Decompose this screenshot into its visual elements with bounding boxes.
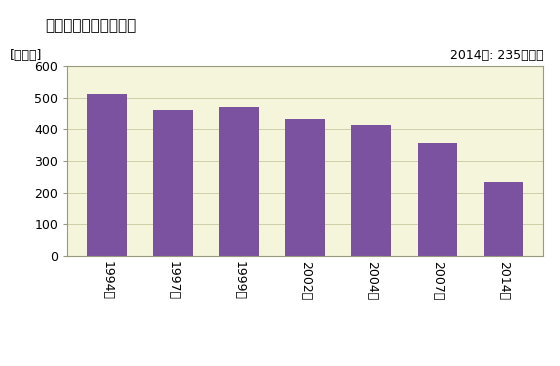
- Bar: [352, 125, 391, 256]
- Text: [事業所]: [事業所]: [10, 49, 43, 62]
- Bar: [418, 143, 458, 256]
- Bar: [220, 107, 259, 256]
- Bar: [484, 182, 524, 256]
- Text: 2014年: 235事業所: 2014年: 235事業所: [450, 49, 543, 62]
- Bar: [153, 110, 193, 256]
- Bar: [286, 119, 325, 256]
- Text: 商業の事業所数の推移: 商業の事業所数の推移: [45, 18, 136, 33]
- Bar: [87, 94, 127, 256]
